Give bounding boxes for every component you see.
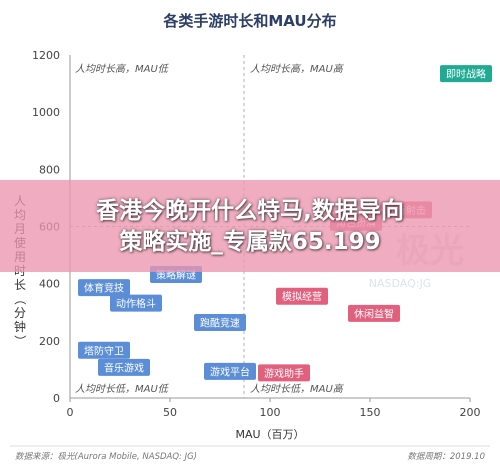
- data-point-label: 游戏平台: [210, 365, 250, 378]
- data-point-label: 即时战略: [446, 68, 486, 81]
- data-point-label: 动作格斗: [116, 297, 156, 310]
- quadrant-label-top-right: 人均时长高，MAU高: [250, 63, 345, 75]
- x-tick-label: 50: [163, 406, 177, 419]
- chart-title: 各类手游时长和MAU分布: [162, 12, 336, 30]
- y-axis-label-char: 钟: [14, 319, 26, 334]
- data-point: 跑酷竞速: [194, 314, 246, 332]
- footer-source: 数据来源：极光(Aurora Mobile, NASDAQ: JG): [15, 451, 197, 462]
- x-tick-label: 150: [360, 406, 381, 419]
- data-point-label: 体育竞技: [84, 282, 124, 295]
- x-tick-label: 100: [260, 406, 281, 419]
- y-tick-label: 0: [53, 392, 60, 405]
- quadrant-label-bottom-right: 人均时长低，MAU高: [250, 383, 345, 395]
- data-point: 游戏助手: [258, 364, 310, 382]
- data-point: 体育竞技: [78, 279, 130, 297]
- data-point-box: [78, 341, 130, 359]
- data-point: 模拟经营: [276, 287, 328, 305]
- y-tick-label: 1000: [32, 106, 60, 119]
- data-point-label: 音乐游戏: [104, 361, 144, 374]
- data-point-box: [258, 364, 310, 382]
- quadrant-label-top-left: 人均时长高，MAU低: [75, 63, 170, 75]
- watermark-sub: NASDAQ:JG: [369, 277, 431, 290]
- data-point-box: [348, 304, 400, 322]
- y-tick-label: 1200: [32, 49, 60, 62]
- overlay-text: 香港今晚开什么特马,数据导向 策略实施_专属款65.199: [0, 196, 500, 258]
- overlay-banner: [0, 180, 500, 272]
- data-point-box: [110, 294, 162, 312]
- y-tick-label: 800: [39, 163, 60, 176]
- y-axis-label-char: （: [13, 293, 27, 305]
- y-axis-label-char: 长: [14, 278, 26, 292]
- y-axis-label-char: 分: [14, 306, 26, 320]
- data-point: 音乐游戏: [98, 358, 150, 376]
- quadrant-label-bottom-left: 人均时长低，MAU低: [75, 383, 170, 395]
- y-tick-label: 200: [39, 335, 60, 348]
- data-point: 动作格斗: [110, 294, 162, 312]
- data-point-box: [194, 314, 246, 332]
- quadrant-labels: 人均时长高，MAU低 人均时长高，MAU高 人均时长低，MAU低 人均时长低，M…: [75, 63, 345, 395]
- data-point-label: 跑酷竞速: [200, 317, 240, 330]
- x-tick-label: 200: [460, 406, 481, 419]
- footer-date: 数据周期：2019.10: [407, 451, 485, 462]
- data-point-box: [78, 279, 130, 297]
- data-point: 休闲益智: [348, 304, 400, 322]
- x-tick-label: 0: [67, 406, 74, 419]
- y-tick-label: 400: [39, 278, 60, 291]
- data-point-label: 游戏助手: [264, 367, 304, 380]
- data-point-label: 模拟经营: [282, 290, 322, 303]
- data-point-box: [204, 362, 256, 380]
- data-point-label: 塔防守卫: [84, 344, 124, 357]
- overlay-line-1: 香港今晚开什么特马,数据导向: [96, 198, 404, 224]
- y-axis-label-char: ）: [13, 335, 27, 347]
- data-point-label: 休闲益智: [354, 307, 394, 320]
- data-point: 游戏平台: [204, 362, 256, 380]
- data-point: 塔防守卫: [78, 341, 130, 359]
- x-axis-label: MAU（百万）: [235, 428, 304, 441]
- data-point-box: [98, 358, 150, 376]
- data-point-box: [276, 287, 328, 305]
- data-point-box: [440, 65, 492, 83]
- overlay-line-2: 策略实施_专属款65.199: [119, 229, 381, 255]
- data-point: 即时战略: [440, 65, 492, 83]
